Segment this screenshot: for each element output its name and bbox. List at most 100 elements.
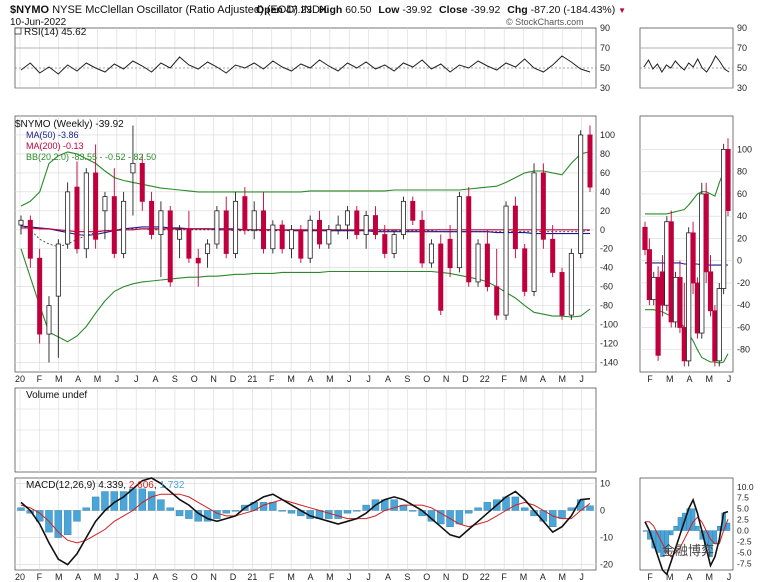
macd-histogram-bar [119,491,128,511]
zoom-candle [707,271,714,312]
macd-histogram-bar [465,510,473,514]
price-candle [205,243,211,254]
price-panel [18,125,593,363]
zoom-price-y-tick-label: -80 [737,345,750,355]
open-label: Open [256,4,283,16]
chg-value: -87.20 (-184.43%) [530,4,616,16]
zoom-rsi-frame [639,27,734,89]
price-y-tick-label: 80 [600,149,610,159]
zoom-rsi-y-tick-label: 30 [737,83,747,93]
price-candle [419,219,425,264]
chart-title: $NYMO NYSE McClellan Oscillator (Ratio A… [10,4,327,16]
zoom-rsi-y-tick-label: 50 [737,63,747,73]
rsi-legend: RSI(14) 45.62 [14,27,87,38]
zoom-candle [716,288,722,362]
price-candle [186,229,192,259]
macd-x-tick-label: J [366,572,371,582]
price-x-tick-label: 21 [247,374,257,384]
macd-x-tick-label: 20 [15,572,25,582]
macd-x-tick-label: J [347,572,352,582]
macd-legend-name: MACD(12,26,9) [26,480,95,491]
price-candle [391,234,397,254]
price-candle [37,257,43,335]
price-x-tick-label: J [579,374,584,384]
macd-x-tick-label: 22 [480,572,490,582]
axis-labels: 20 20 F F M M A A M M J J J J A A S S O O N N D D 21 21 F F M M A A M M J J… [15,23,754,582]
macd-x-tick-label: M [55,572,63,582]
zoom-macd-y-tick-label: 2.5 [737,515,749,525]
zoom-rsi-y-tick-label: 70 [737,43,747,53]
zoom-candle [721,148,727,289]
zoom-macd-y-tick-label: -7.5 [737,558,752,568]
low-value: -39.92 [402,4,433,16]
price-candle [289,229,295,250]
macd-legend-text: MACD(12,26,9) 4.339, 2.606, 1.732 [26,480,185,491]
macd-signal-line [20,493,591,544]
price-candle [307,219,313,259]
zoom-macd-frame [639,477,734,571]
price-y-tick-label: 0 [600,225,605,235]
macd-legend: MACD(12,26,9) 4.339, 2.606, 1.732 [26,480,185,491]
macd-y-tick-label: -10 [600,533,613,543]
macd-x-tick-label: F [37,572,43,582]
zoom-candle [646,249,652,301]
zoom-candle [694,282,701,334]
price-x-tick-label: A [153,374,159,384]
zoom-rsi-line [643,55,730,73]
zoom-price-y-tick-label: -60 [737,322,750,332]
price-candle [326,229,332,245]
price-candle [214,210,220,245]
zoom-panel [642,138,731,576]
price-candle [139,163,145,202]
zoom-candle [686,232,692,362]
zoom-candle [681,327,687,362]
high-value: 60.50 [345,4,372,16]
price-x-tick-label: J [366,374,371,384]
macd-histogram-bar [278,510,286,512]
price-x-tick-label: A [75,374,81,384]
macd-histogram-bar [17,507,25,511]
zoom-candle [699,193,705,334]
price-candle [65,191,71,245]
price-candle [503,205,509,316]
price-x-tick-label: N [210,374,217,384]
macd-line [20,477,591,566]
zoom-candle [672,276,679,323]
price-x-tick-label: M [559,374,567,384]
price-candle [149,200,155,235]
zoom-macd-histogram-bar [642,530,648,532]
zoom-macd-x-tick-label: J [727,572,732,582]
rsi-panel [15,47,733,89]
macd-histogram-bar [521,507,529,511]
price-candle [93,172,99,240]
macd-x-tick-label: A [307,572,313,582]
price-candle [428,243,434,264]
price-x-tick-label: A [540,374,546,384]
price-candle [531,172,537,292]
price-candle [587,134,593,188]
chg-down-icon: ▼ [618,6,627,15]
macd-histogram-bar [409,510,417,512]
macd-x-tick-label: D [230,572,237,582]
macd-x-tick-label: S [404,572,410,582]
macd-x-tick-label: A [385,572,391,582]
zoom-candle [655,276,661,356]
zoom-price-y-tick-label: 80 [737,167,747,177]
indicator-name: NYSE McClellan Oscillator (Ratio Adjuste… [52,4,298,16]
ohlc-readout: Open 47.23 High 60.50 Low -39.92 Close -… [256,4,626,16]
macd-histogram-bar [558,510,566,519]
price-candle [18,219,24,226]
macd-histogram-bar [353,510,361,512]
macd-x-tick-label: A [153,572,159,582]
zoom-macd-y-tick-label: -2.5 [737,537,752,547]
macd-x-tick-label: 21 [247,572,257,582]
zoom-candle [651,276,657,301]
macd-histogram-bar [129,488,137,511]
zoom-price-x-tick-label: M [666,374,674,384]
macd-histogram-bar [548,510,557,527]
macd-histogram-bar [362,504,370,511]
macd-x-tick-label: O [423,572,430,582]
macd-histogram-bar [483,502,492,511]
zoom-price-frame [639,115,734,373]
macd-x-tick-label: O [191,572,198,582]
